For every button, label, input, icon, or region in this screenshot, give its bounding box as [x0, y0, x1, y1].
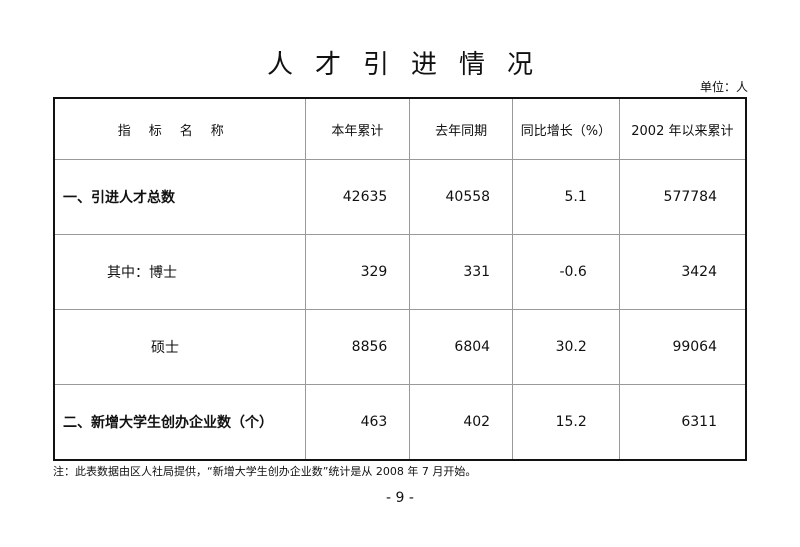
table-row: 其中：博士 329 331 -0.6 3424 — [53, 234, 747, 310]
table-cell: 15.2 — [512, 384, 620, 461]
table-cell: 331 — [409, 234, 514, 310]
unit-label: 单位：人 — [699, 80, 748, 94]
row-label: 一、引进人才总数 — [53, 159, 306, 235]
table-cell: 463 — [304, 384, 411, 461]
header-cell: 本年累计 — [304, 97, 411, 160]
page-number: - 9 - — [386, 490, 414, 506]
row-label: 其中：博士 — [53, 234, 306, 310]
table-cell: 6311 — [618, 384, 747, 461]
header-label: 指标名称 — [117, 123, 242, 139]
header-cell: 指标名称 — [53, 97, 306, 160]
header-cell: 同比增长（%） — [512, 97, 620, 160]
page-title: 人才引进情况 — [266, 50, 555, 80]
row-label: 二、新增大学生创办企业数（个） — [53, 384, 306, 461]
table-cell: -0.6 — [512, 234, 620, 310]
table-cell: 99064 — [618, 309, 747, 385]
table-row: 一、引进人才总数 42635 40558 5.1 577784 — [53, 159, 747, 235]
row-label: 硕士 — [53, 309, 306, 385]
header-cell: 去年同期 — [409, 97, 514, 160]
table-row: 硕士 8856 6804 30.2 99064 — [53, 309, 747, 385]
talent-table: 指标名称 本年累计 去年同期 同比增长（%） 2002 年以来累计 一、引进人才… — [53, 97, 747, 461]
table-cell: 6804 — [409, 309, 514, 385]
table-row: 二、新增大学生创办企业数（个） 463 402 15.2 6311 — [53, 384, 747, 461]
footnote: 注：此表数据由区人社局提供，“新增大学生创办企业数”统计是从 2008 年 7 … — [53, 465, 477, 478]
table-cell: 3424 — [618, 234, 747, 310]
header-cell: 2002 年以来累计 — [618, 97, 747, 160]
table-cell: 30.2 — [512, 309, 620, 385]
table-cell: 402 — [409, 384, 514, 461]
table-cell: 5.1 — [512, 159, 620, 235]
table-cell: 329 — [304, 234, 411, 310]
table-cell: 42635 — [304, 159, 411, 235]
table-header-row: 指标名称 本年累计 去年同期 同比增长（%） 2002 年以来累计 — [53, 97, 747, 160]
table-cell: 40558 — [409, 159, 514, 235]
table-cell: 8856 — [304, 309, 411, 385]
table-cell: 577784 — [618, 159, 747, 235]
